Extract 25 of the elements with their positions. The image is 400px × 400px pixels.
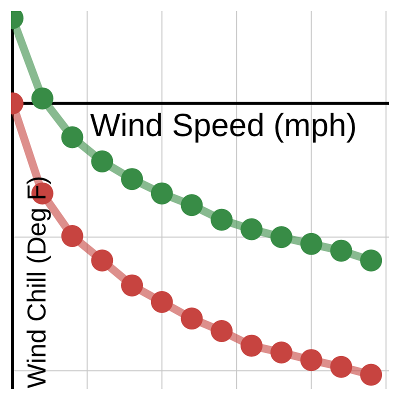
point — [121, 274, 144, 296]
point — [180, 194, 203, 216]
point — [31, 87, 54, 110]
point — [330, 356, 352, 378]
point — [210, 320, 233, 342]
point — [61, 225, 84, 248]
point — [360, 364, 382, 386]
point — [91, 150, 114, 172]
point — [240, 334, 263, 357]
point — [300, 232, 322, 255]
point — [270, 226, 292, 248]
point — [91, 249, 114, 272]
point — [180, 308, 203, 330]
x-axis-title: Wind Speed (mph) — [90, 107, 357, 144]
point — [150, 182, 173, 204]
point — [61, 126, 84, 148]
point — [300, 349, 322, 372]
y-axis-title: Wind Chill (Deg F) — [22, 176, 52, 388]
point — [150, 291, 173, 314]
point — [121, 168, 144, 190]
point — [330, 240, 352, 262]
point — [360, 249, 382, 272]
point — [270, 341, 292, 364]
point — [210, 208, 233, 231]
point — [240, 218, 263, 240]
